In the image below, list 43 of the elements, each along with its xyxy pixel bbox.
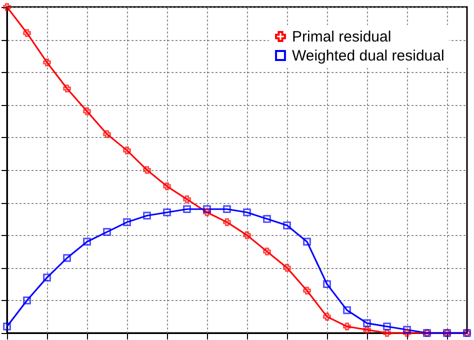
point: [403, 326, 411, 334]
point: [23, 29, 31, 37]
point: [343, 322, 351, 330]
point: [83, 238, 91, 246]
legend-label: Weighted dual residual: [292, 48, 444, 64]
point: [243, 208, 251, 216]
point: [203, 205, 211, 214]
point: [223, 205, 231, 214]
point: [283, 222, 291, 230]
legend-label: Primal residual: [292, 28, 392, 46]
point: [323, 312, 331, 321]
point: [363, 326, 371, 334]
point: [183, 195, 191, 204]
point: [283, 264, 291, 272]
point: [63, 254, 71, 262]
point: [103, 228, 111, 236]
point: [143, 212, 151, 220]
point: [343, 306, 351, 314]
point: [23, 296, 31, 304]
point: [163, 182, 171, 190]
point: [123, 218, 131, 226]
point: [183, 205, 191, 214]
point: [143, 166, 151, 174]
point: [403, 329, 411, 337]
point: [323, 280, 331, 288]
point: [383, 322, 391, 330]
point: [83, 107, 91, 116]
point: [243, 231, 251, 240]
point: [103, 130, 111, 138]
point: [363, 319, 371, 328]
point: [263, 248, 271, 256]
point: [303, 238, 311, 246]
point: [303, 286, 311, 295]
point: [63, 84, 71, 92]
point: [203, 208, 211, 216]
point: [383, 329, 391, 337]
point: [3, 322, 11, 330]
point: [43, 58, 51, 66]
point: [223, 218, 231, 226]
point: [123, 146, 131, 154]
point: [263, 214, 271, 223]
point: [43, 274, 51, 282]
point: [163, 208, 171, 216]
